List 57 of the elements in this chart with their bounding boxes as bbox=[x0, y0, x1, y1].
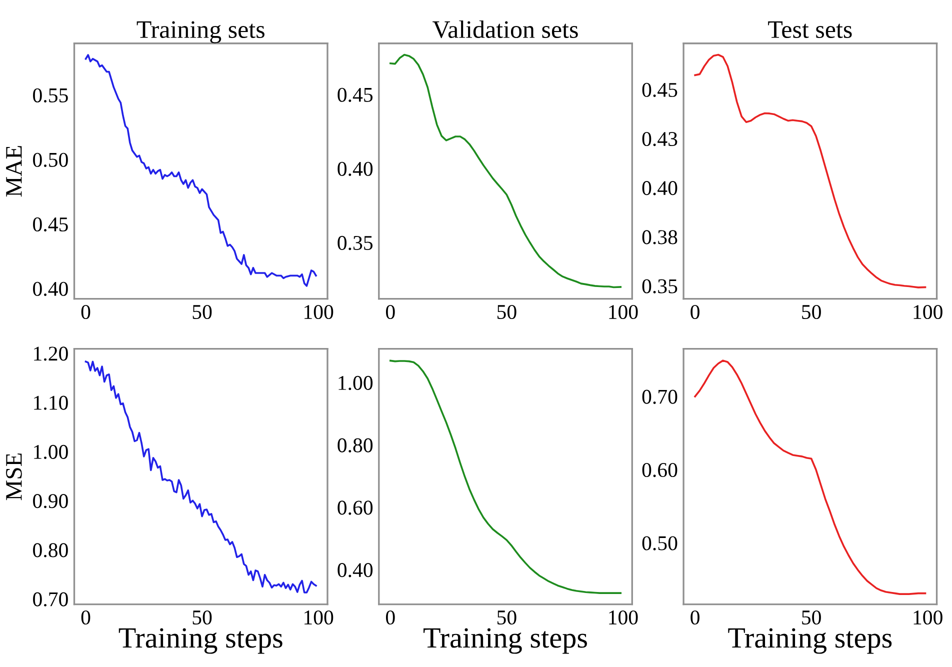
line-series bbox=[390, 54, 622, 288]
y-tick-label: 0.45 bbox=[33, 217, 68, 232]
y-axis-title: MAE bbox=[6, 146, 22, 197]
y-tick-label: 0.35 bbox=[338, 236, 373, 250]
y-tick-label: 0.40 bbox=[338, 563, 373, 578]
line-series bbox=[390, 360, 622, 594]
x-tick-label: 50 bbox=[497, 610, 516, 625]
y-tick-label: 1.10 bbox=[34, 396, 68, 410]
y-tick-label: 0.50 bbox=[642, 536, 678, 550]
x-axis-title: Training steps bbox=[424, 628, 587, 654]
x-axis-title: Training steps bbox=[118, 628, 282, 654]
x-tick-label: 100 bbox=[304, 610, 334, 625]
y-tick-label: 0.60 bbox=[338, 500, 373, 515]
x-tick-label: 100 bbox=[609, 610, 638, 625]
y-tick-label: 0.70 bbox=[33, 592, 68, 606]
x-tick-label: 50 bbox=[497, 304, 516, 320]
y-tick-label: 0.40 bbox=[33, 282, 68, 296]
y-tick-label: 0.80 bbox=[338, 438, 373, 452]
y-axis-title: MSE bbox=[6, 453, 22, 500]
x-tick-label: 100 bbox=[304, 304, 334, 320]
y-tick-label: 0.38 bbox=[642, 230, 678, 244]
x-tick-label: 0 bbox=[386, 610, 395, 625]
y-tick-label: 0.70 bbox=[642, 390, 678, 404]
x-tick-label: 0 bbox=[690, 304, 700, 320]
x-tick-label: 0 bbox=[81, 304, 90, 320]
x-tick-label: 0 bbox=[690, 610, 700, 625]
y-tick-label: 1.20 bbox=[34, 346, 68, 361]
line-series bbox=[84, 360, 317, 594]
y-tick-label: 0.80 bbox=[33, 543, 68, 558]
chart-title: Training sets bbox=[136, 21, 264, 44]
y-tick-label: 0.90 bbox=[33, 494, 68, 508]
x-tick-label: 100 bbox=[914, 610, 942, 625]
y-tick-label: 0.55 bbox=[33, 88, 68, 102]
y-tick-label: 0.40 bbox=[338, 162, 373, 176]
line-series bbox=[694, 360, 926, 595]
x-axis-title: Training steps bbox=[728, 628, 892, 654]
x-tick-label: 0 bbox=[386, 304, 395, 320]
line-series bbox=[694, 54, 926, 288]
y-tick-label: 0.45 bbox=[338, 88, 373, 102]
chart-title: Test sets bbox=[768, 21, 852, 38]
x-tick-label: 100 bbox=[609, 304, 638, 320]
y-tick-label: 0.50 bbox=[33, 152, 68, 167]
y-tick-label: 0.40 bbox=[642, 181, 678, 196]
chart-title: Validation sets bbox=[432, 20, 578, 38]
y-tick-label: 0.43 bbox=[642, 132, 678, 146]
y-tick-label: 1.00 bbox=[338, 376, 373, 390]
line-series bbox=[84, 54, 317, 287]
y-tick-label: 0.35 bbox=[642, 279, 678, 294]
x-tick-label: 0 bbox=[81, 610, 90, 625]
x-tick-label: 100 bbox=[914, 304, 942, 320]
y-tick-label: 0.45 bbox=[642, 82, 678, 98]
y-tick-label: 1.00 bbox=[34, 444, 68, 460]
x-tick-label: 50 bbox=[802, 304, 821, 320]
x-tick-label: 50 bbox=[192, 304, 212, 320]
x-tick-label: 50 bbox=[192, 610, 212, 625]
x-tick-label: 50 bbox=[802, 610, 821, 625]
y-tick-label: 0.60 bbox=[642, 462, 678, 478]
